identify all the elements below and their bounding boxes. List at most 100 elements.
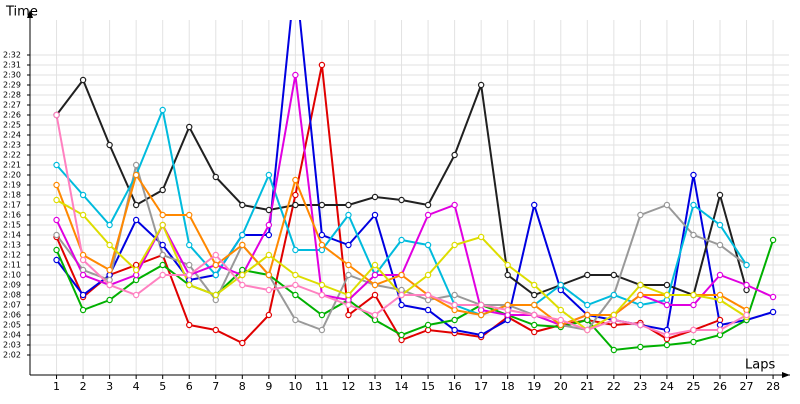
data-point: [531, 291, 538, 299]
data-point: [398, 291, 405, 299]
x-tick-label: 21: [580, 380, 594, 393]
data-point: [690, 301, 697, 309]
data-point: [424, 306, 432, 314]
data-point: [79, 291, 87, 299]
x-tick-label: 27: [740, 380, 754, 393]
data-point: [637, 211, 644, 219]
data-point: [690, 338, 697, 346]
data-point: [318, 231, 326, 239]
x-tick-label: 10: [288, 380, 302, 393]
data-point: [345, 311, 352, 319]
data-point: [186, 271, 193, 279]
data-point: [186, 281, 193, 289]
data-point: [292, 246, 299, 254]
y-tick-label: 2:07: [3, 301, 21, 310]
data-point: [743, 281, 750, 289]
data-point: [610, 316, 618, 324]
x-tick-label: 22: [607, 380, 621, 393]
data-point: [79, 191, 87, 199]
y-tick-label: 2:20: [3, 171, 21, 180]
data-point: [53, 231, 60, 239]
x-tick-label: 12: [341, 380, 355, 393]
data-point: [477, 233, 485, 241]
x-tick-label: 19: [527, 380, 541, 393]
data-point: [663, 341, 671, 349]
data-point: [239, 201, 246, 209]
y-tick-label: 2:06: [3, 311, 21, 320]
data-point: [318, 291, 326, 299]
y-tick-label: 2:13: [3, 241, 21, 250]
x-tick-label: 1: [53, 380, 60, 393]
data-point: [716, 191, 724, 199]
data-point: [292, 316, 299, 324]
data-point: [239, 281, 246, 289]
data-point: [132, 161, 140, 169]
data-point: [106, 221, 113, 229]
series-line: [55, 74, 774, 327]
data-point: [345, 301, 352, 309]
data-point: [212, 326, 219, 334]
data-point: [212, 251, 219, 259]
data-point: [239, 241, 246, 249]
y-tick-label: 2:21: [3, 161, 21, 170]
data-point: [292, 176, 299, 184]
data-point: [451, 316, 458, 324]
y-tick-label: 2:17: [3, 201, 21, 210]
data-point: [212, 291, 219, 299]
data-point: [79, 271, 87, 279]
x-tick-label: 16: [448, 380, 462, 393]
data-point: [663, 301, 671, 309]
data-point: [663, 291, 671, 299]
y-tick-label: 2:29: [3, 81, 21, 90]
data-point: [477, 311, 485, 319]
data-point: [132, 171, 140, 179]
data-point: [159, 241, 166, 249]
x-tick-label: 24: [660, 380, 674, 393]
x-tick-label: 11: [315, 380, 329, 393]
data-point: [186, 123, 193, 131]
data-point: [212, 261, 219, 269]
data-point: [690, 201, 697, 209]
y-tick-label: 2:30: [3, 71, 21, 80]
data-point: [398, 236, 405, 244]
y-tick-label: 2:25: [3, 121, 21, 130]
data-point: [318, 201, 326, 209]
data-point: [106, 241, 113, 249]
data-point: [637, 281, 644, 289]
data-point: [424, 271, 432, 279]
data-point: [716, 271, 724, 279]
data-point: [53, 216, 60, 224]
data-point: [318, 281, 326, 289]
data-point: [79, 306, 87, 314]
data-point: [186, 211, 193, 219]
data-point: [132, 201, 140, 209]
grid: [30, 20, 789, 375]
data-point: [318, 241, 326, 249]
data-point: [451, 241, 458, 249]
data-point: [398, 271, 405, 279]
data-point: [769, 308, 777, 316]
data-point: [345, 261, 352, 269]
data-point: [79, 211, 87, 219]
data-point: [371, 193, 379, 201]
x-tick-label: 26: [713, 380, 727, 393]
x-tick-label: 13: [368, 380, 382, 393]
data-point: [186, 261, 193, 269]
y-tick-label: 2:18: [3, 191, 21, 200]
data-point: [371, 311, 379, 319]
data-point: [53, 181, 60, 189]
data-point: [265, 251, 273, 259]
data-point: [345, 291, 352, 299]
x-tick-label: 18: [501, 380, 515, 393]
y-tick-label: 2:12: [3, 251, 21, 260]
y-tick-label: 2:32: [3, 51, 21, 60]
data-point: [504, 306, 511, 314]
data-point: [239, 231, 246, 239]
data-point: [531, 281, 538, 289]
data-point: [477, 301, 485, 309]
data-point: [371, 271, 379, 279]
data-point: [531, 321, 538, 329]
data-point: [265, 221, 273, 229]
data-point: [716, 241, 724, 249]
